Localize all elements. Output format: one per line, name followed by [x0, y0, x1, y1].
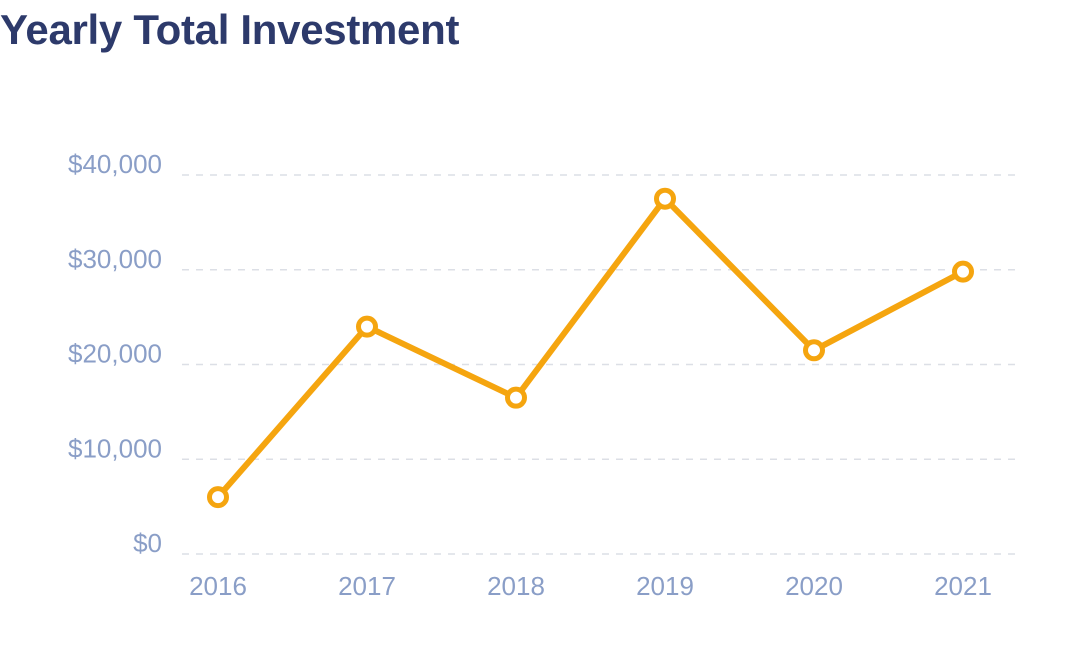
x-tick-label: 2019	[636, 571, 694, 601]
data-point-2018[interactable]	[505, 386, 527, 409]
series-line	[215, 195, 966, 501]
x-axis-tick-labels: 2016 2017 2018 2019 2020 2021	[189, 571, 992, 601]
x-tick-label: 2020	[785, 571, 843, 601]
data-point-2021[interactable]	[952, 260, 974, 283]
markers-layer	[207, 187, 974, 509]
y-tick-label: $0	[133, 528, 162, 558]
y-tick-label: $10,000	[68, 433, 162, 463]
y-tick-label: $20,000	[68, 339, 162, 369]
y-tick-label: $30,000	[68, 244, 162, 274]
data-point-2020[interactable]	[803, 339, 825, 362]
grid-lines	[182, 174, 1020, 555]
x-tick-label: 2016	[189, 571, 247, 601]
y-axis-tick-labels: $0 $10,000 $20,000 $30,000 $40,000	[68, 149, 162, 558]
data-point-2019[interactable]	[654, 187, 676, 210]
x-tick-label: 2017	[338, 571, 396, 601]
series-layer	[215, 195, 966, 501]
data-point-2016[interactable]	[207, 486, 229, 509]
x-tick-label: 2021	[934, 571, 992, 601]
chart-title: Yearly Total Investment	[0, 6, 460, 53]
data-point-2017[interactable]	[356, 315, 378, 338]
x-tick-label: 2018	[487, 571, 545, 601]
y-tick-label: $40,000	[68, 149, 162, 179]
